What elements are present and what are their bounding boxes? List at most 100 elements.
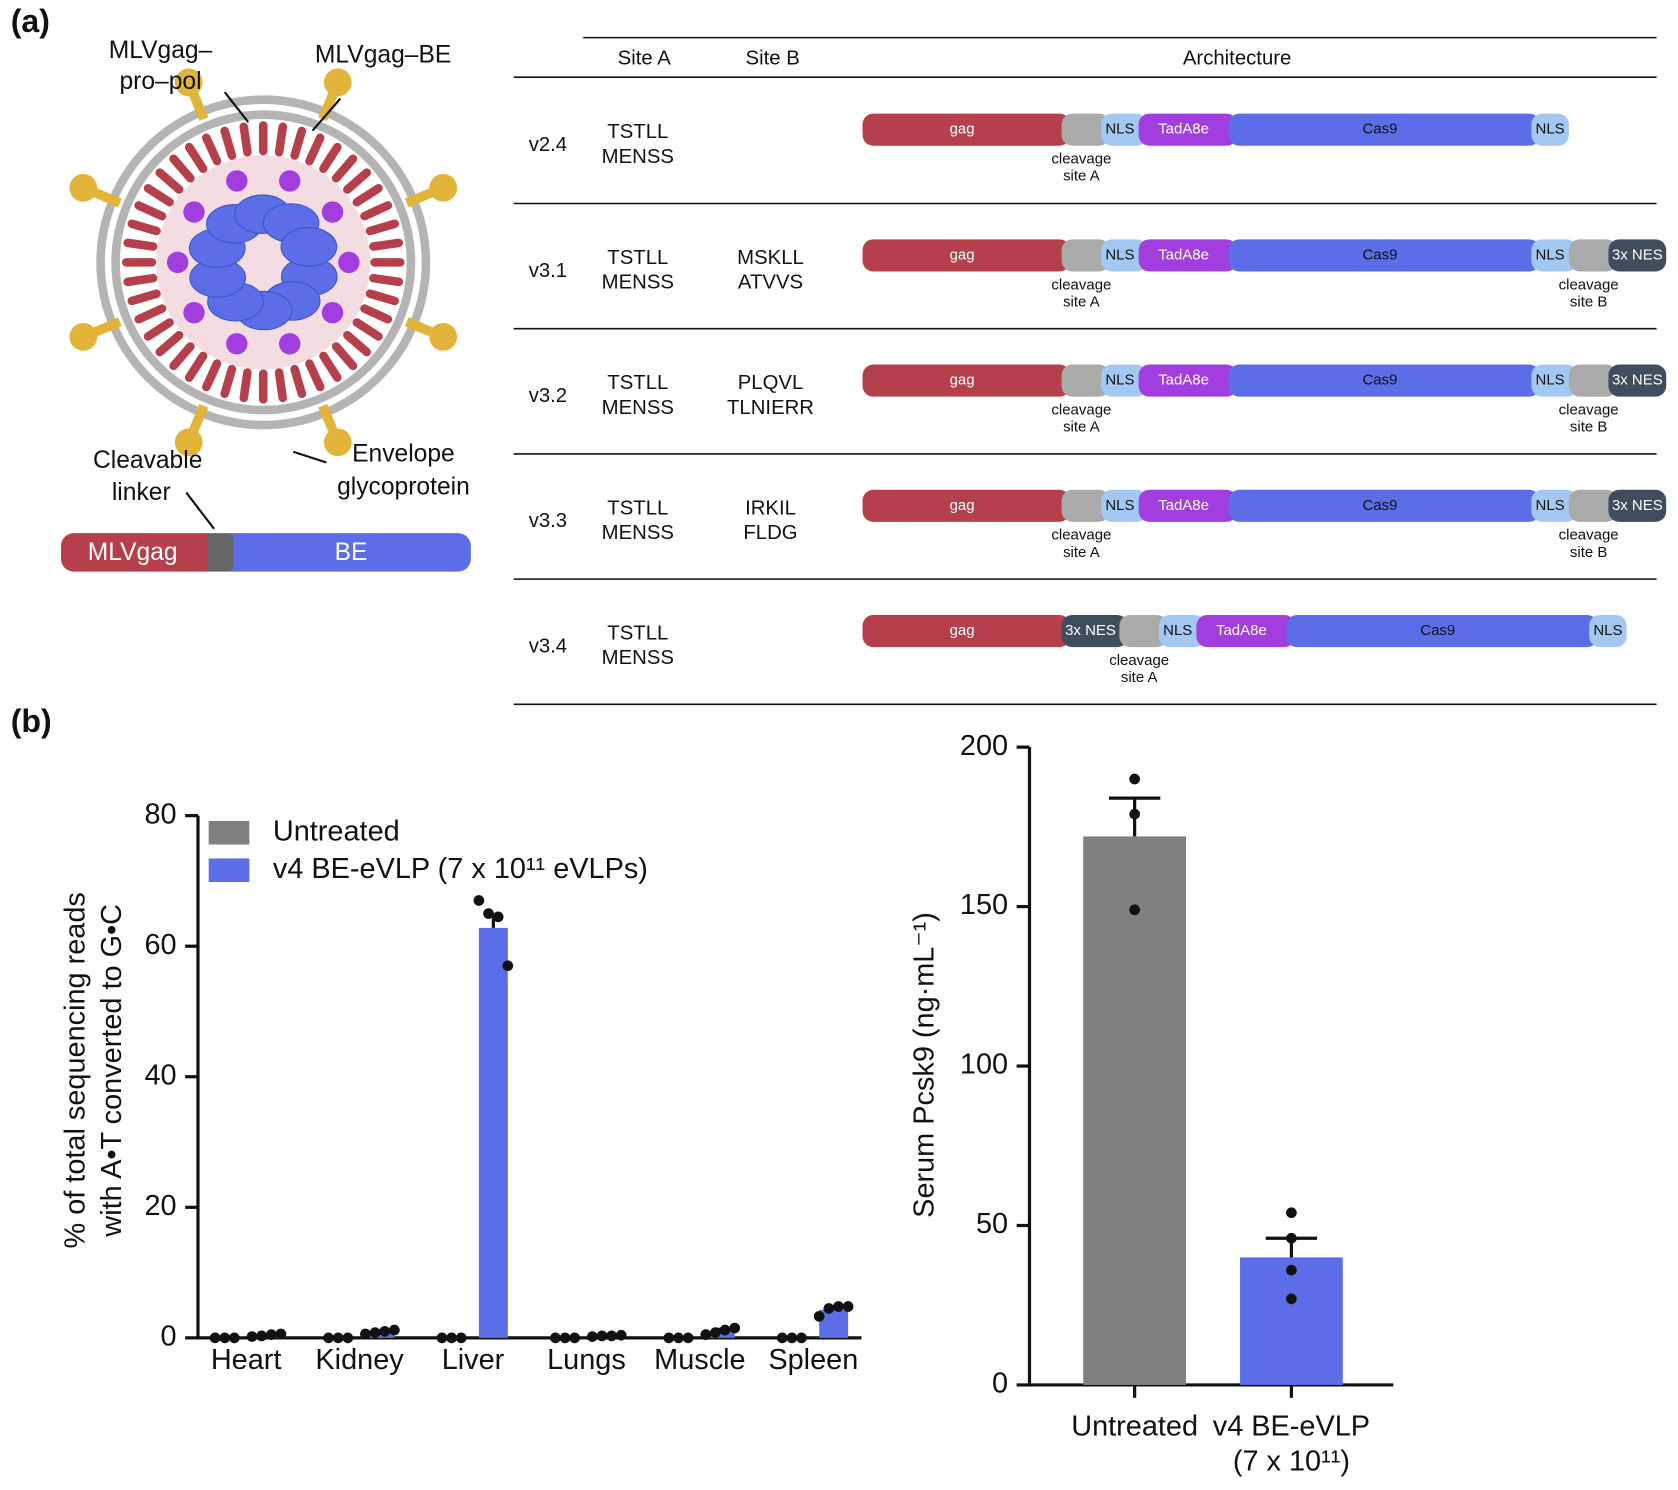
- domain: [1061, 239, 1110, 272]
- domain: [1196, 614, 1295, 648]
- domain: [1101, 489, 1148, 522]
- pointer: [292, 450, 327, 464]
- site-b: FLDG: [743, 522, 797, 544]
- capsid: [169, 342, 195, 371]
- domain-label: TadA8e: [1158, 497, 1209, 514]
- capsid: [143, 318, 174, 341]
- data-point: [379, 1325, 391, 1337]
- capsid: [123, 273, 158, 287]
- domain: [1228, 113, 1540, 146]
- glycoprotein: [174, 428, 203, 457]
- site-a: TSTLL: [607, 121, 668, 143]
- domain-note: site A: [1121, 669, 1158, 686]
- capsid: [290, 126, 307, 160]
- domain-note: site A: [1063, 544, 1100, 561]
- x-tick-label: Lungs: [547, 1344, 626, 1376]
- domain-label: Cas9: [1362, 246, 1397, 263]
- data-point: [559, 1332, 571, 1344]
- domain: [862, 489, 1071, 522]
- y-tick-label: 80: [144, 798, 176, 830]
- be-protein: [183, 201, 205, 223]
- capsid: [169, 154, 195, 183]
- y-tick-label: 20: [144, 1190, 176, 1222]
- domain: [1228, 364, 1540, 397]
- data-point: [1129, 773, 1140, 785]
- y-tick-label: 0: [992, 1368, 1008, 1400]
- domain-label: gag: [950, 121, 975, 138]
- capsid: [143, 184, 174, 207]
- data-point: [1286, 1264, 1297, 1276]
- label: glycoprotein: [337, 474, 470, 501]
- capsid: [305, 133, 325, 166]
- be-protein: [166, 251, 189, 274]
- domain-label: Cas9: [1362, 497, 1397, 514]
- domain: [1568, 489, 1618, 522]
- domain-label: Cas9: [1420, 622, 1455, 639]
- glycoprotein: [174, 68, 203, 97]
- data-point: [492, 911, 504, 923]
- y-tick-label: 100: [960, 1049, 1008, 1081]
- data-point: [483, 908, 494, 919]
- domain: [1531, 489, 1578, 522]
- capsid: [360, 201, 393, 221]
- panel-label: (b): [11, 703, 52, 739]
- y-axis-label: % of total sequencing reads: [60, 892, 92, 1248]
- domain: [1531, 239, 1578, 272]
- data-point: [360, 1328, 371, 1340]
- domain: [1138, 113, 1238, 146]
- capsid: [155, 330, 184, 357]
- capsid: [184, 351, 208, 382]
- glycoprotein: [69, 173, 98, 202]
- site-a: TSTLL: [607, 372, 668, 394]
- domain: [1589, 614, 1627, 648]
- glycoprotein: [429, 322, 458, 351]
- domain: [1119, 614, 1168, 648]
- capsid: [239, 122, 252, 157]
- version: v3.2: [529, 385, 567, 407]
- glycoprotein: [69, 322, 98, 351]
- data-point: [246, 1331, 258, 1342]
- domain-label: NLS: [1536, 121, 1565, 138]
- data-point: [1286, 1293, 1297, 1305]
- domain-note: cleavage: [1559, 402, 1619, 419]
- capsid: [343, 168, 372, 194]
- x-tick-label: Heart: [211, 1344, 282, 1376]
- capsid: [290, 364, 307, 399]
- data-point: [823, 1303, 835, 1314]
- data-point: [586, 1331, 598, 1342]
- domain-note: cleavage: [1051, 151, 1111, 168]
- domain-label: 3x NES: [1612, 497, 1663, 514]
- pointer: [311, 97, 342, 132]
- data-point: [615, 1329, 627, 1341]
- capsid: [352, 184, 383, 207]
- data-point: [673, 1332, 684, 1344]
- data-point: [342, 1332, 354, 1344]
- domain-note: cleavage: [1051, 527, 1111, 544]
- y-axis-label: with A•T converted to G•C: [96, 904, 128, 1238]
- site-b: TLNIERR: [727, 397, 814, 419]
- site-b: MSKLL: [737, 247, 804, 269]
- capsid: [127, 219, 161, 236]
- domain-note: cleavage: [1559, 527, 1619, 544]
- domain-note: site B: [1570, 293, 1607, 310]
- domain-label: NLS: [1536, 246, 1565, 263]
- header: Architecture: [1183, 47, 1291, 69]
- domain: [862, 113, 1071, 146]
- capsid: [123, 238, 158, 251]
- domain: [1286, 614, 1598, 648]
- domain-label: NLS: [1105, 497, 1134, 514]
- capsid: [127, 289, 161, 306]
- version: v2.4: [529, 134, 567, 156]
- domain-note: site B: [1570, 419, 1607, 436]
- data-point: [323, 1332, 334, 1344]
- y-tick-label: 40: [144, 1059, 176, 1091]
- capsid: [220, 364, 237, 399]
- domain-note: site A: [1063, 168, 1100, 185]
- x-tick-label: (7 x 10¹¹): [1233, 1446, 1350, 1478]
- label: Cleavable: [93, 447, 202, 474]
- capsid: [319, 351, 342, 382]
- version: v3.3: [529, 510, 567, 532]
- be-protein: [279, 333, 301, 355]
- domain: [862, 364, 1071, 397]
- data-point: [719, 1324, 731, 1336]
